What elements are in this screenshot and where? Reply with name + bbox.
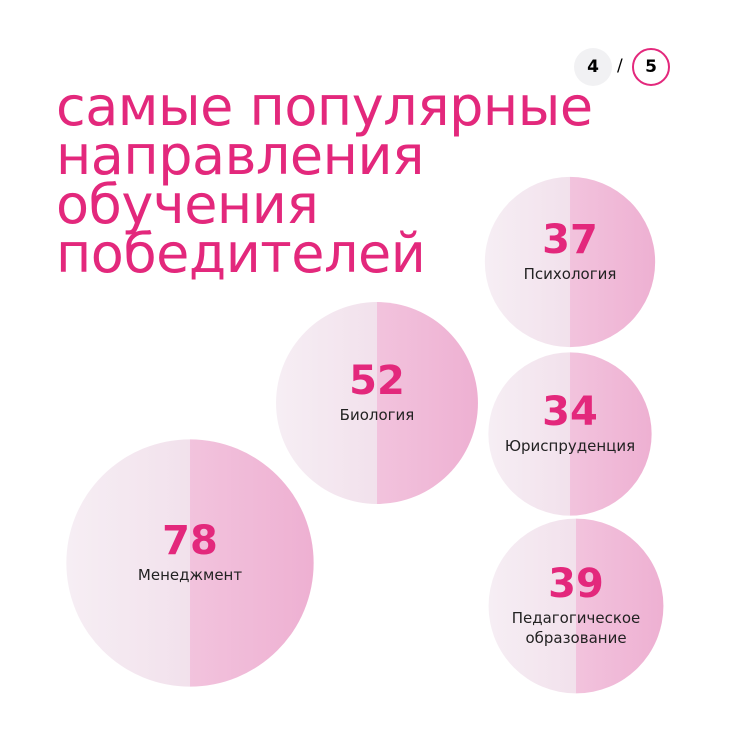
total-pages[interactable]: 5: [632, 48, 670, 86]
bubble: [276, 302, 478, 504]
current-page[interactable]: 4: [574, 48, 612, 86]
category-label: Биология: [339, 406, 415, 424]
bubble: [66, 439, 314, 687]
category-label: Педагогическое образование: [511, 609, 641, 647]
bubble: [484, 176, 656, 348]
category-label: Психология: [523, 265, 617, 283]
category-label: Менеджмент: [137, 566, 243, 584]
title: самые популярные направления обучения по…: [56, 75, 593, 285]
bubble: [488, 352, 652, 516]
value-label: 37: [542, 217, 598, 263]
value-label: 52: [349, 358, 405, 404]
bubble: [488, 518, 664, 694]
value-label: 39: [548, 561, 604, 607]
value-label: 78: [162, 518, 218, 564]
value-label: 34: [542, 389, 598, 435]
category-label: Юриспруденция: [504, 437, 636, 455]
page-separator: /: [617, 56, 623, 76]
